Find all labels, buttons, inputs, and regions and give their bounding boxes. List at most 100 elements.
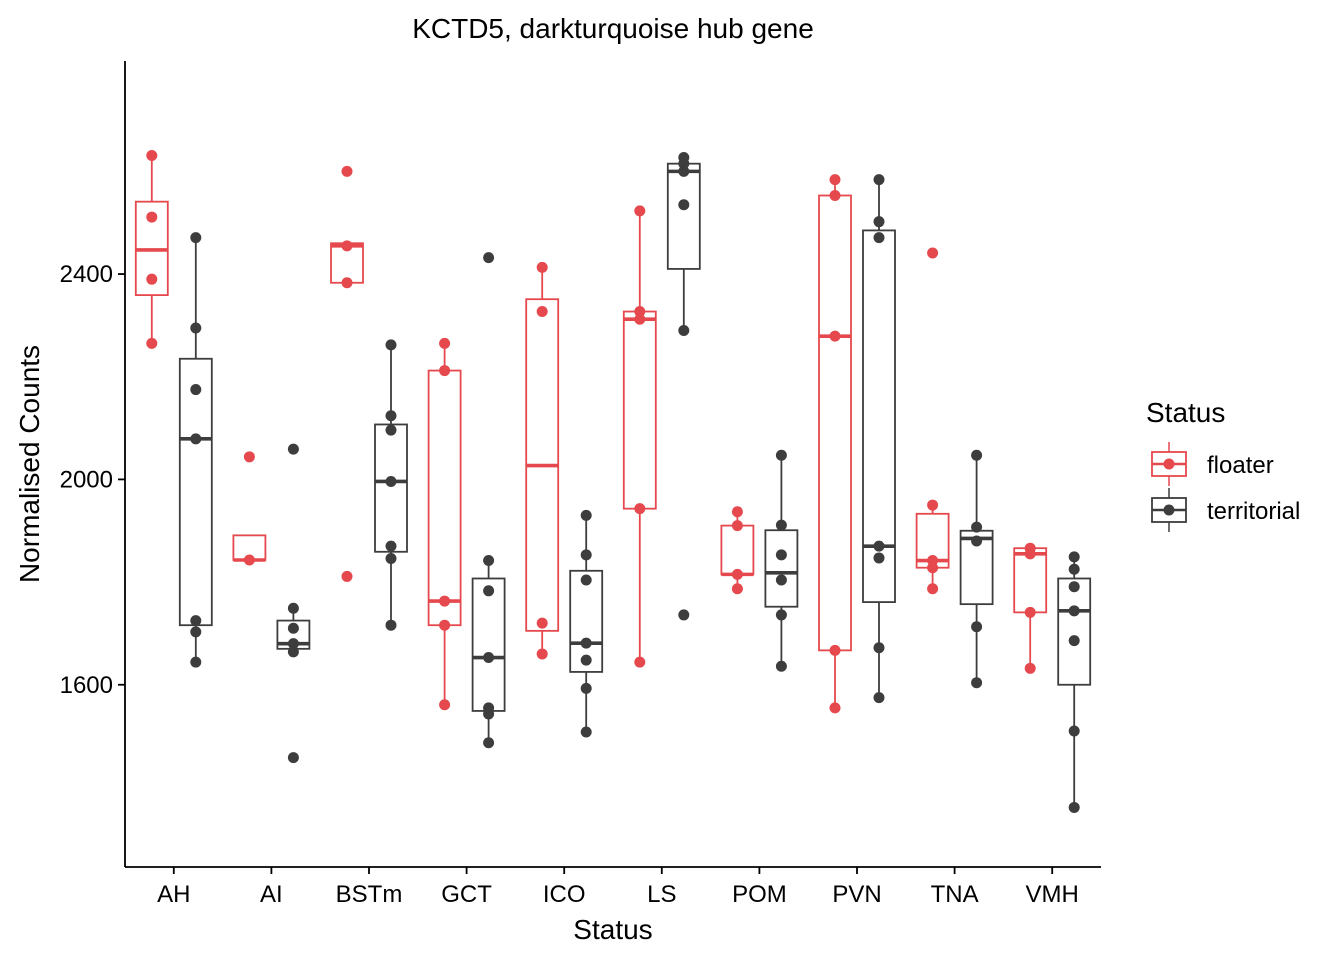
data-point xyxy=(775,609,787,621)
y-tick-label: 2000 xyxy=(60,466,113,493)
data-point xyxy=(634,205,646,217)
data-point xyxy=(146,273,158,285)
data-point xyxy=(873,552,885,564)
data-point xyxy=(439,365,451,377)
data-point xyxy=(483,737,495,749)
data-point xyxy=(385,619,397,631)
data-point xyxy=(927,583,939,595)
box-iqr xyxy=(569,569,604,673)
data-point xyxy=(385,475,397,487)
x-tick-label: LS xyxy=(647,881,676,908)
data-point xyxy=(775,449,787,461)
box-iqr xyxy=(471,577,506,712)
data-point xyxy=(775,574,787,586)
box-iqr xyxy=(818,194,852,652)
data-point xyxy=(580,682,592,694)
y-tick-label: 2400 xyxy=(60,261,113,288)
box-floater-LS xyxy=(622,210,657,663)
data-point xyxy=(341,165,353,177)
x-tick-label: VMH xyxy=(1026,881,1079,908)
y-axis-ticks: 1600 2000 2400 xyxy=(60,261,125,699)
legend: Status floater territorial xyxy=(1146,397,1300,532)
data-point xyxy=(341,240,353,252)
box-territorial-VMH xyxy=(1057,556,1092,808)
legend-items: floater territorial xyxy=(1151,442,1300,532)
box-floater-TNA xyxy=(915,505,950,589)
x-axis-ticks: AH AI BSTm GCT ICO LS POM PVN TNA VMH xyxy=(157,867,1079,908)
legend-label: territorial xyxy=(1207,498,1300,525)
box-iqr xyxy=(1057,577,1092,686)
data-point xyxy=(971,449,983,461)
box-iqr xyxy=(622,310,657,510)
data-point xyxy=(483,652,495,664)
data-point xyxy=(829,644,841,656)
box-iqr xyxy=(720,524,755,576)
box-territorial-LS xyxy=(666,157,701,331)
box-territorial-POM xyxy=(764,455,799,667)
data-point xyxy=(1068,581,1080,593)
data-point xyxy=(190,626,202,638)
data-point xyxy=(190,433,202,445)
data-point xyxy=(1024,548,1036,560)
x-tick-label: PVN xyxy=(832,881,881,908)
box-iqr xyxy=(178,357,213,627)
box-iqr xyxy=(427,369,462,627)
data-point xyxy=(287,622,299,634)
data-point xyxy=(536,648,548,660)
data-point xyxy=(731,568,743,580)
data-point xyxy=(190,384,202,396)
plot-area xyxy=(134,149,1092,813)
data-point xyxy=(775,519,787,531)
data-point xyxy=(385,424,397,436)
legend-key-point xyxy=(1163,458,1175,470)
data-point xyxy=(1068,551,1080,563)
box-territorial-AH xyxy=(178,237,213,663)
data-point xyxy=(634,306,646,318)
x-tick-label: POM xyxy=(732,881,787,908)
data-point xyxy=(678,199,690,211)
data-point xyxy=(580,637,592,649)
box-floater-AH xyxy=(134,155,169,344)
data-point xyxy=(190,656,202,668)
data-point xyxy=(731,583,743,595)
box-iqr xyxy=(374,423,408,553)
data-point xyxy=(385,540,397,552)
data-point xyxy=(341,277,353,289)
data-point xyxy=(731,506,743,518)
data-point xyxy=(678,165,690,177)
x-tick-label: ICO xyxy=(543,881,586,908)
x-tick-label: AI xyxy=(260,881,283,908)
data-point xyxy=(580,726,592,738)
data-point xyxy=(190,615,202,627)
data-point xyxy=(243,451,255,463)
data-point xyxy=(1024,606,1036,618)
data-point xyxy=(873,174,885,186)
box-floater-ICO xyxy=(525,267,560,654)
data-point xyxy=(1068,563,1080,575)
data-point xyxy=(971,677,983,689)
data-point xyxy=(580,549,592,561)
data-point xyxy=(829,190,841,202)
data-point xyxy=(873,540,885,552)
data-point xyxy=(678,609,690,621)
data-point xyxy=(385,552,397,564)
box-floater-GCT xyxy=(427,343,462,705)
data-point xyxy=(678,325,690,337)
data-point xyxy=(1068,725,1080,737)
x-tick-label: GCT xyxy=(441,881,492,908)
data-point xyxy=(439,699,451,711)
box-territorial-TNA xyxy=(959,455,994,683)
data-point xyxy=(439,595,451,607)
legend-label: floater xyxy=(1207,452,1274,479)
data-point xyxy=(536,306,548,318)
data-point xyxy=(580,509,592,521)
data-point xyxy=(829,330,841,342)
data-point xyxy=(971,621,983,633)
data-point xyxy=(385,339,397,351)
data-point xyxy=(146,149,158,161)
x-tick-label: BSTm xyxy=(336,881,403,908)
data-point xyxy=(341,570,353,582)
data-point xyxy=(439,619,451,631)
data-point xyxy=(873,216,885,228)
legend-title: Status xyxy=(1146,397,1225,428)
